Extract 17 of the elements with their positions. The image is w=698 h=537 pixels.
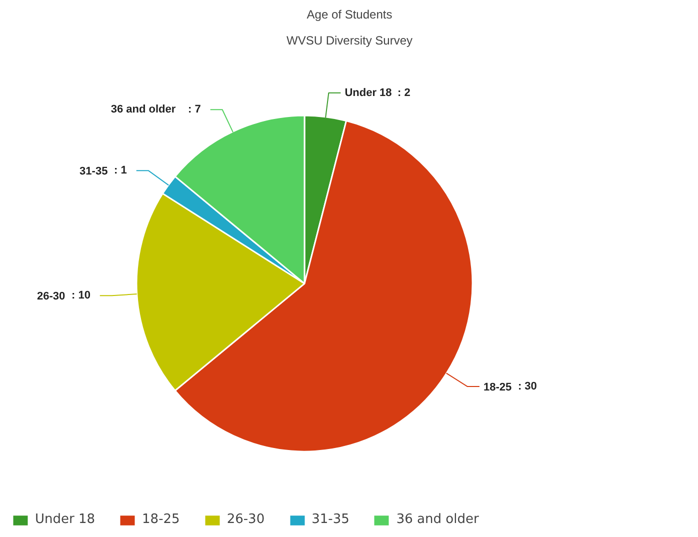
chart-title: Age of Students: [306, 8, 392, 22]
data-label: : 2: [397, 86, 410, 99]
data-label: : 30: [518, 380, 537, 393]
category-label: 36 and older: [110, 104, 176, 116]
data-label: : 7: [188, 104, 201, 116]
legend-label: 31-35: [312, 512, 350, 527]
chart-subtitle: WVSU Diversity Survey: [286, 34, 413, 48]
data-label: : 10: [71, 290, 90, 302]
legend-label: Under 18: [35, 512, 96, 527]
legend-label: 36 and older: [396, 512, 479, 527]
slice-label: 31-35: [80, 166, 108, 178]
slice-label: 26-30: [36, 290, 66, 303]
data-label: : 1: [114, 164, 127, 177]
slice-label: 18-25: [483, 382, 512, 394]
slice-label: Under 18: [344, 86, 392, 99]
legend-label: 26-30: [226, 512, 265, 527]
legend-label: 18-25: [142, 512, 180, 527]
